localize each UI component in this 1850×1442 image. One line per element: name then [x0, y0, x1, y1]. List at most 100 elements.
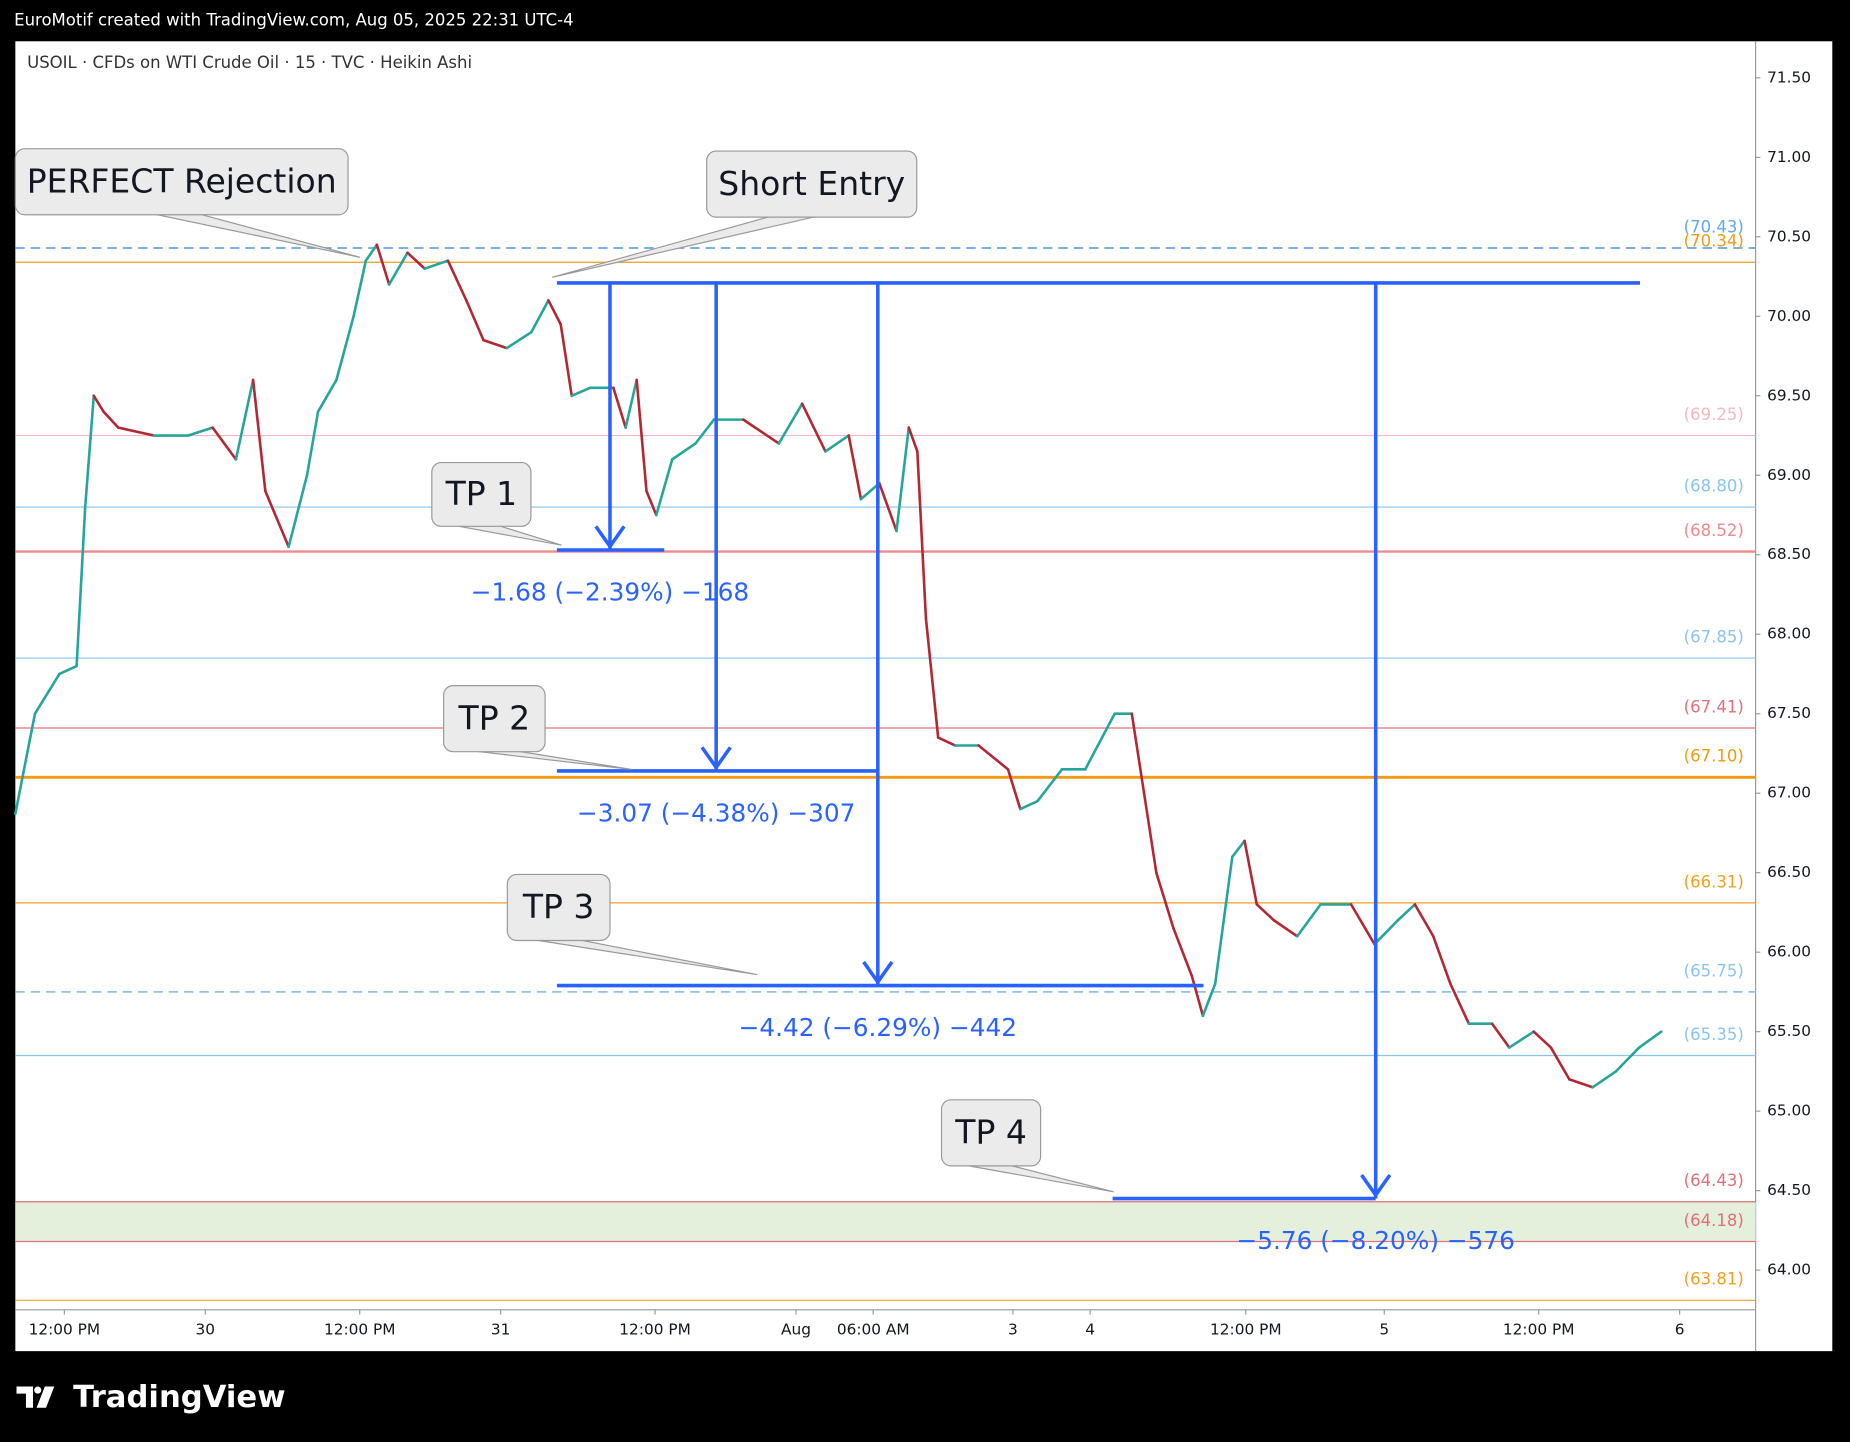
arrow-head	[862, 960, 894, 986]
price-segment	[1231, 839, 1246, 859]
price-segment	[1018, 799, 1039, 811]
price-segment	[1155, 871, 1175, 930]
x-tick-label: Aug	[781, 1320, 811, 1338]
brand-text: TradingView	[73, 1380, 285, 1415]
x-tick-label: 12:00 PM	[29, 1320, 101, 1338]
callout-box	[443, 685, 546, 753]
callout-text: TP 4	[954, 1113, 1027, 1152]
price-segment	[505, 330, 533, 350]
level-label: (65.35)	[1684, 1025, 1744, 1044]
x-tick-label: 3	[1008, 1320, 1018, 1338]
y-tick-label: 65.50	[1767, 1022, 1811, 1040]
x-tick-label: 06:00 AM	[837, 1320, 910, 1338]
price-segment	[1006, 768, 1022, 811]
price-segment	[465, 299, 485, 342]
price-segment	[1413, 903, 1435, 938]
callout-text: TP 2	[458, 698, 531, 737]
callout-box	[706, 150, 918, 218]
price-segment	[102, 410, 120, 429]
level-label: (64.18)	[1684, 1211, 1744, 1230]
y-tick-label: 70.50	[1767, 227, 1811, 245]
price-segment	[655, 458, 674, 517]
level-label: (68.80)	[1684, 477, 1744, 496]
price-segment	[1349, 903, 1376, 946]
callout-text: TP 1	[445, 474, 518, 513]
price-segment	[264, 489, 290, 549]
price-segment	[624, 378, 638, 429]
brand-logo: TradingView	[16, 1380, 286, 1415]
callout-text: Short Entry	[718, 164, 905, 203]
price-segment	[83, 394, 96, 509]
price	[14, 243, 1663, 1089]
price-segment	[1549, 1046, 1571, 1081]
arrow-head	[700, 746, 732, 771]
price-segment	[878, 481, 898, 533]
price-segment	[406, 251, 426, 270]
price-segment	[423, 259, 450, 270]
callout-box	[431, 461, 532, 527]
callout-text: TP 3	[522, 887, 595, 926]
price-segment	[824, 434, 851, 453]
x-tick-label: 6	[1675, 1320, 1685, 1338]
callout-text: PERFECT Rejection	[27, 161, 337, 200]
price-segment	[1036, 768, 1064, 803]
drawings: −1.68 (−2.39%) −168 TP 1 −3.07 (−4.38%) −3…	[14, 148, 1640, 1255]
price-segment	[635, 378, 648, 493]
callout-box	[506, 873, 611, 942]
y-tick-label: 69.00	[1767, 466, 1811, 484]
price-segment	[1449, 982, 1471, 1025]
arrow-head	[1360, 1173, 1392, 1199]
chart-panel	[15, 41, 1833, 1352]
price-segment	[116, 426, 156, 437]
price-segment	[1172, 927, 1194, 978]
level-label: (63.81)	[1684, 1270, 1744, 1289]
y-tick-label: 67.00	[1767, 784, 1811, 802]
y-tick-label: 66.00	[1767, 943, 1811, 961]
level-label: (68.52)	[1684, 521, 1744, 540]
price-segment	[1614, 1046, 1641, 1073]
price-segment	[1431, 934, 1452, 986]
price-segment	[924, 617, 940, 739]
price-segment	[1243, 839, 1259, 906]
measure-label: −4.42 (−6.29%) −442	[739, 1013, 1017, 1042]
price-segment	[33, 672, 61, 716]
price-segment	[1532, 1030, 1553, 1049]
level-label: (67.41)	[1684, 697, 1744, 716]
price-segment	[1591, 1070, 1618, 1089]
price-segment	[1272, 919, 1299, 938]
price-segment	[847, 434, 863, 501]
measure-label: −1.68 (−2.39%) −168	[471, 578, 749, 607]
price-segment	[1568, 1078, 1594, 1089]
price-segment	[1490, 1022, 1511, 1049]
x-tick-label: 12:00 PM	[619, 1320, 691, 1338]
price-segment	[482, 338, 509, 350]
price-segment	[211, 426, 238, 461]
price-segment	[529, 299, 550, 334]
price-segment	[645, 489, 658, 517]
y-tick-label: 66.50	[1767, 863, 1811, 881]
price-segment	[1255, 903, 1276, 922]
price-segment	[316, 378, 338, 413]
price-segment	[375, 243, 391, 286]
callout-box	[940, 1099, 1042, 1167]
price-segment	[1142, 791, 1158, 874]
x-tick-label: 12:00 PM	[1210, 1320, 1282, 1338]
chart-title: USOIL · CFDs on WTI Crude Oil · 15 · TVC…	[27, 53, 472, 72]
y-tick-label: 71.00	[1767, 148, 1811, 166]
price-segment	[1637, 1030, 1663, 1049]
price-segment	[612, 386, 627, 429]
price-segment	[335, 315, 355, 382]
measure-label: −5.76 (−8.20%) −576	[1237, 1226, 1515, 1255]
y-tick-label: 67.50	[1767, 704, 1811, 722]
logo-dot	[34, 1386, 42, 1394]
price-segment	[777, 402, 804, 445]
y-tick-label: 71.50	[1767, 68, 1811, 86]
y-tick-label: 68.50	[1767, 545, 1811, 563]
levels: 64.00 64.50 65.00 65.50 66.00 66.50 67.00 67.50…	[15, 68, 1811, 1338]
price-segment	[305, 410, 320, 477]
price-segment	[916, 450, 928, 620]
price-segment	[234, 378, 255, 461]
level-label: (67.10)	[1684, 747, 1744, 766]
y-tick-label: 65.00	[1767, 1102, 1811, 1120]
